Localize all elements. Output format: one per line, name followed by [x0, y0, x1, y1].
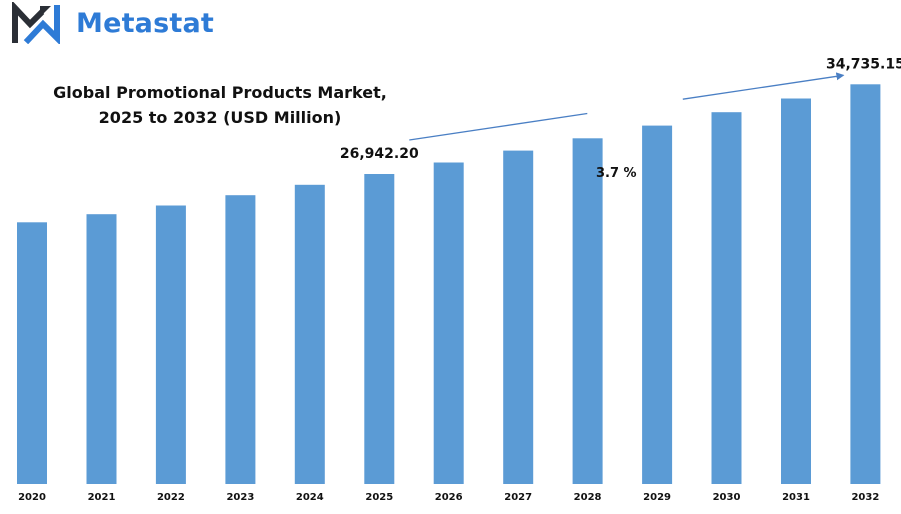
trend-line-segment: [409, 112, 588, 141]
x-tick-label-2029: 2029: [643, 492, 671, 503]
bar-2031: [781, 98, 811, 484]
x-tick-labels: 2020 2021 2022 2023 2024 2025 2026 2027 2028 2029…: [18, 492, 879, 503]
cagr-label: 3.7 %: [596, 166, 637, 181]
chart-title-line-2: 2025 to 2032 (USD Million): [98, 108, 342, 127]
data-label-2025: 26,942.20: [340, 146, 419, 162]
chart-title: Global Promotional Products Market, 2025…: [20, 80, 420, 130]
bar-2021: [86, 214, 117, 484]
bar-2027: [503, 150, 534, 484]
x-tick-label-2031: 2031: [782, 492, 810, 503]
data-label-2032: 34,735.15: [826, 56, 901, 72]
trend-arrow: [682, 72, 845, 100]
x-tick-label-2023: 2023: [226, 492, 254, 503]
x-tick-label-2032: 2032: [851, 492, 879, 503]
bar-2026: [433, 162, 464, 484]
m-arrow-logo-icon: [12, 2, 60, 44]
bar-2028: [572, 138, 603, 485]
x-tick-label-2030: 2030: [713, 492, 741, 503]
bar-2023: [225, 195, 256, 484]
x-tick-label-2026: 2026: [435, 492, 463, 503]
bar-2029: [642, 125, 673, 484]
bar-2024: [294, 184, 325, 485]
x-tick-label-2025: 2025: [365, 492, 393, 503]
bars-layer: [17, 84, 881, 485]
bar-2030: [711, 112, 742, 484]
x-tick-label-2027: 2027: [504, 492, 532, 503]
bar-2020: [17, 222, 47, 485]
x-tick-label-2024: 2024: [296, 492, 324, 503]
brand-logo: Metastat: [10, 2, 214, 44]
bar-2025: [364, 174, 395, 484]
x-tick-label-2022: 2022: [157, 492, 185, 503]
bar-2032: [850, 84, 881, 485]
x-tick-label-2020: 2020: [18, 492, 46, 503]
data-annotations: 26,942.20 34,735.15: [340, 56, 901, 162]
x-tick-label-2028: 2028: [574, 492, 602, 503]
x-tick-label-2021: 2021: [88, 492, 116, 503]
bar-2022: [155, 205, 186, 484]
chart-title-line-1: Global Promotional Products Market,: [53, 83, 387, 102]
brand-name: Metastat: [76, 7, 215, 39]
